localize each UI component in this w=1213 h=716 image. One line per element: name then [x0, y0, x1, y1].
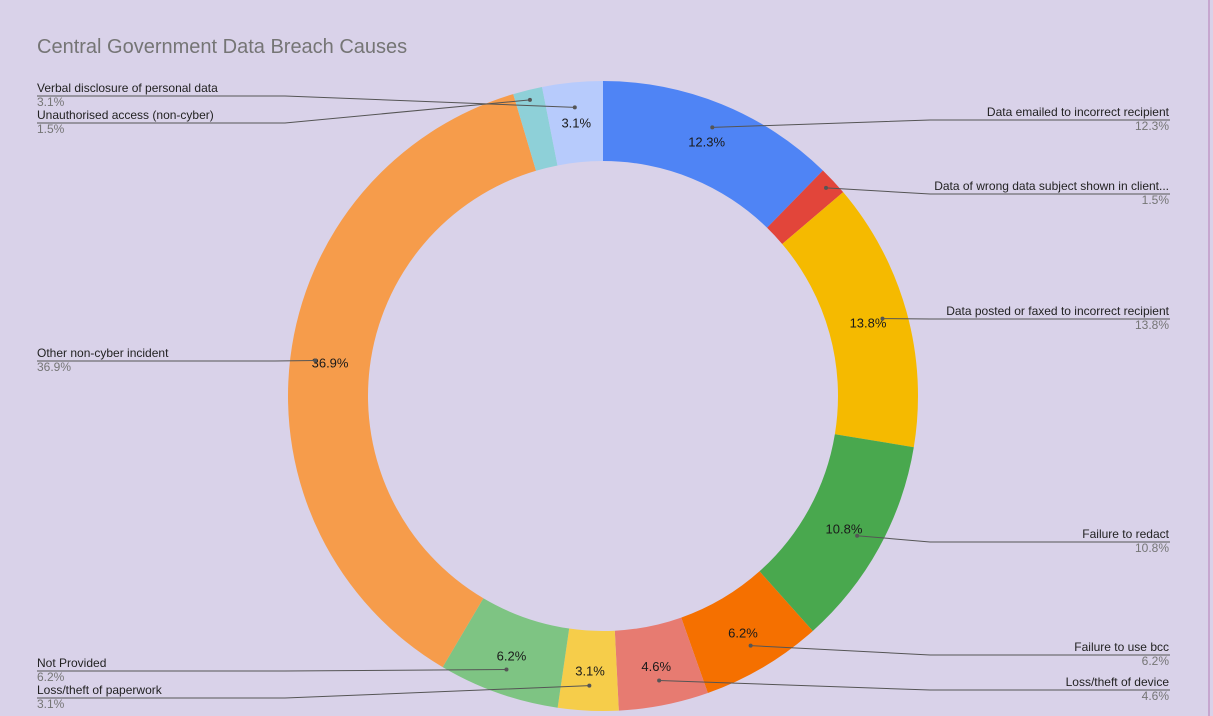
leader-dot [527, 97, 532, 102]
slice-name-label: Failure to use bcc [1074, 640, 1169, 654]
slice-name-label: Other non-cyber incident [37, 346, 169, 360]
leader-dot [748, 643, 753, 648]
leader-line [37, 685, 590, 699]
leader-line [37, 668, 507, 672]
leader-line [659, 680, 1170, 691]
slice-name-label: Unauthorised access (non-cyber) [37, 108, 214, 122]
leader-line [825, 187, 1170, 195]
slice-percent-label: 36.9% [312, 355, 349, 370]
slice-name-label: Loss/theft of paperwork [37, 683, 163, 697]
leader-line [37, 99, 530, 124]
slice-7 [442, 598, 570, 708]
leader-dot [587, 683, 592, 688]
slice-2 [782, 192, 918, 448]
slice-6 [557, 628, 619, 711]
slice-percent-label: 3.1% [575, 664, 605, 679]
slice-percent-label: 6.2% [728, 626, 758, 641]
leader-dot [823, 185, 828, 190]
slice-0 [603, 81, 823, 228]
slice-percent-label: 10.8% [826, 521, 863, 536]
leader-line [712, 119, 1170, 128]
slice-value-label: 4.6% [1142, 689, 1170, 703]
slice-percent-label: 12.3% [688, 134, 725, 149]
slice-percent-label: 6.2% [497, 648, 527, 663]
leader-dot [657, 678, 662, 683]
slice-percent-labels: 12.3% 13.8% 10.8% 6.2% 4.6% 3.1% 6.2% 36.9% 3.1% [312, 115, 887, 678]
slice-name-label: Loss/theft of device [1066, 675, 1170, 689]
slice-percent-label: 3.1% [561, 115, 591, 130]
leader-dot [710, 125, 715, 130]
slice-value-label: 1.5% [37, 122, 65, 136]
slice-value-label: 36.9% [37, 360, 71, 374]
slice-name-label: Data emailed to incorrect recipient [987, 105, 1170, 119]
slice-8 [288, 94, 537, 668]
leader-dot [313, 358, 318, 363]
leader-line [750, 645, 1170, 656]
leader-line [857, 535, 1170, 543]
outer-labels-group: Data emailed to incorrect recipient12.3%… [37, 81, 1170, 711]
slice-value-label: 3.1% [37, 697, 65, 711]
slice-value-label: 3.1% [37, 95, 65, 109]
chart-title: Central Government Data Breach Causes [37, 36, 407, 58]
slice-5 [614, 617, 708, 711]
slice-3 [759, 434, 914, 631]
slice-name-label: Not Provided [37, 656, 106, 670]
leader-dot [504, 667, 509, 672]
slices-group [288, 81, 918, 711]
slice-value-label: 6.2% [37, 670, 65, 684]
slice-name-label: Data posted or faxed to incorrect recipi… [946, 304, 1169, 318]
slice-value-label: 1.5% [1142, 193, 1170, 207]
slice-10 [542, 81, 603, 166]
slice-value-label: 13.8% [1135, 318, 1169, 332]
slice-9 [513, 86, 558, 171]
slice-value-label: 6.2% [1142, 654, 1170, 668]
slice-name-label: Data of wrong data subject shown in clie… [934, 179, 1169, 193]
slice-percent-label: 4.6% [641, 659, 671, 674]
slice-name-label: Failure to redact [1082, 527, 1169, 541]
leader-dot [880, 316, 885, 321]
leader-dot [855, 533, 860, 538]
leader-line [37, 95, 575, 108]
slice-4 [681, 571, 813, 694]
leader-dot [572, 105, 577, 110]
slice-1 [767, 170, 844, 244]
slice-percent-label: 13.8% [850, 316, 887, 331]
slice-value-label: 12.3% [1135, 119, 1169, 133]
slice-name-label: Verbal disclosure of personal data [37, 81, 218, 95]
slice-value-label: 10.8% [1135, 541, 1169, 555]
